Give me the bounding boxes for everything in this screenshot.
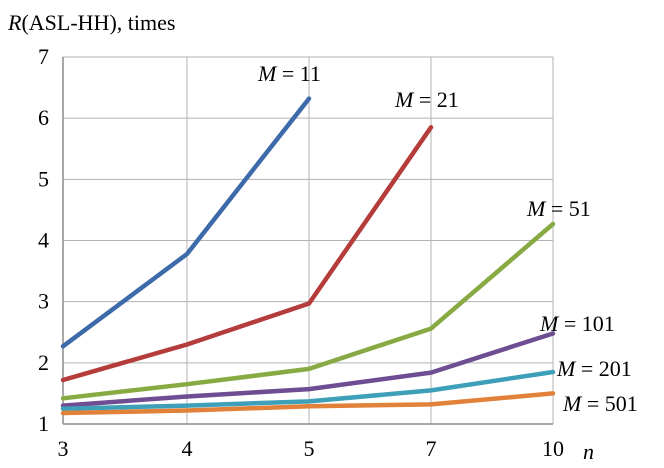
series-line-51 xyxy=(60,221,556,401)
x-axis-label: n xyxy=(583,439,594,464)
series-label: M = 101 xyxy=(539,311,615,336)
y-axis-label-rest: (ASL-HH), times xyxy=(21,10,175,35)
series-group xyxy=(60,96,556,416)
series-label-rest: = 11 xyxy=(276,61,321,86)
series-label: M = 21 xyxy=(394,87,459,112)
series-label: M = 11 xyxy=(257,61,321,86)
series-line-11 xyxy=(60,96,312,349)
series-label-var: M xyxy=(562,391,583,416)
x-tick-label: 4 xyxy=(182,436,193,461)
y-tick-label: 6 xyxy=(38,105,49,130)
series-line-101 xyxy=(60,331,556,408)
axes xyxy=(62,57,553,425)
y-tick-label: 5 xyxy=(38,166,49,191)
y-axis-label-var: R xyxy=(7,10,22,35)
series-label-var: M xyxy=(539,311,560,336)
series-label-rest: = 101 xyxy=(558,311,614,336)
series-label-var: M xyxy=(526,196,547,221)
series-label: M = 51 xyxy=(526,196,591,221)
series-label: M = 501 xyxy=(562,391,638,416)
y-tick-label: 3 xyxy=(38,289,49,314)
series-line-21 xyxy=(60,125,434,383)
series-label-var: M xyxy=(556,356,577,381)
y-tick-label: 4 xyxy=(38,228,49,253)
series-label: M = 201 xyxy=(556,356,632,381)
grid-lines xyxy=(62,56,554,424)
series-label-var: M xyxy=(257,61,278,86)
series-line-501 xyxy=(60,391,556,416)
x-tick-label: 7 xyxy=(426,436,437,461)
series-label-rest: = 201 xyxy=(575,356,631,381)
y-axis-label: R(ASL-HH), times xyxy=(7,10,175,35)
series-line-201 xyxy=(60,369,556,411)
series-label-var: M xyxy=(394,87,415,112)
x-tick-label: 10 xyxy=(542,436,564,461)
series-label-rest: = 21 xyxy=(413,87,458,112)
x-tick-label: 3 xyxy=(58,436,69,461)
series-label-rest: = 51 xyxy=(545,196,590,221)
y-tick-label: 1 xyxy=(38,411,49,436)
series-label-rest: = 501 xyxy=(581,391,637,416)
y-tick-label: 2 xyxy=(38,350,49,375)
y-tick-label: 7 xyxy=(38,44,49,69)
x-tick-label: 5 xyxy=(304,436,315,461)
